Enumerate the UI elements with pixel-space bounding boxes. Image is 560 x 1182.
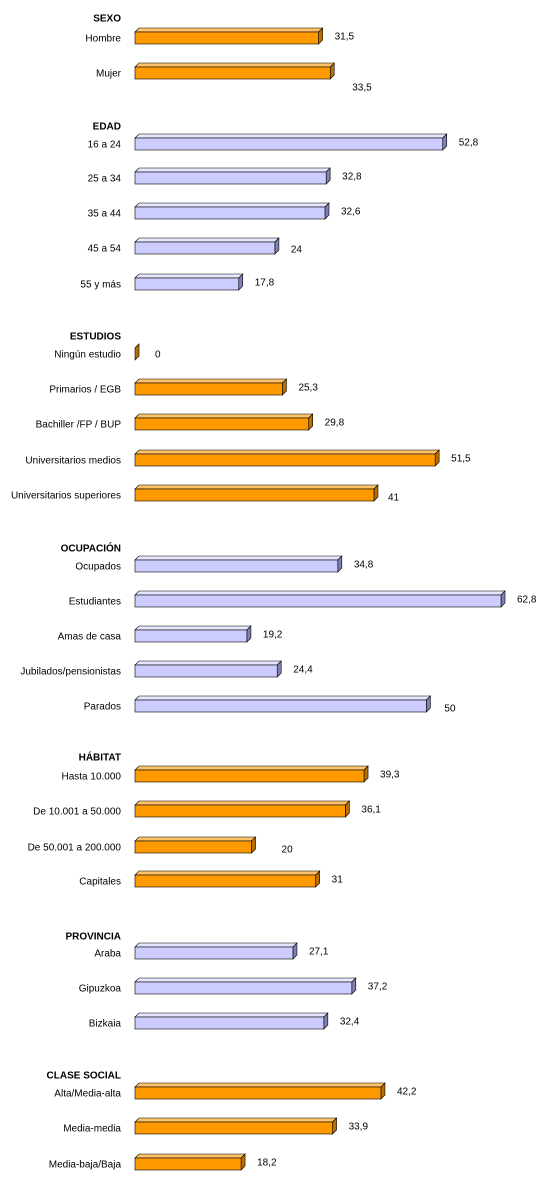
- category-label: Media-media: [63, 1124, 121, 1135]
- category-label: Universitarios superiores: [11, 491, 121, 502]
- value-label: 42,2: [397, 1087, 417, 1098]
- bar: [134, 765, 369, 783]
- category-label: Bachiller /FP / BUP: [36, 420, 122, 431]
- bar: [134, 413, 314, 431]
- category-label: Gipuzkoa: [79, 984, 122, 995]
- bar: [134, 449, 440, 467]
- bar: [134, 977, 357, 995]
- bar: [134, 836, 257, 854]
- category-label: 16 a 24: [88, 140, 122, 151]
- category-label: Ningún estudio: [54, 350, 121, 361]
- value-label: 17,8: [255, 278, 275, 289]
- value-label: 24: [291, 245, 303, 256]
- bar: [134, 167, 331, 185]
- bar: [134, 27, 324, 45]
- category-label: De 10.001 a 50.000: [33, 807, 121, 818]
- category-label: 45 a 54: [88, 244, 122, 255]
- bar: [134, 62, 335, 80]
- group-title: EDAD: [93, 122, 121, 133]
- category-label: Estudiantes: [69, 597, 121, 608]
- value-label: 34,8: [354, 560, 374, 571]
- group-title: ESTUDIOS: [70, 332, 121, 343]
- bar: [134, 870, 321, 888]
- bar: [134, 1117, 338, 1135]
- value-label: 33,5: [352, 83, 372, 94]
- bar: [134, 1082, 386, 1100]
- value-label: 52,8: [459, 138, 479, 149]
- value-label: 39,3: [380, 770, 400, 781]
- category-label: 25 a 34: [88, 174, 122, 185]
- category-label: Capitales: [79, 877, 121, 888]
- value-label: 50: [444, 704, 456, 715]
- value-label: 32,6: [341, 207, 361, 218]
- bar: [134, 590, 506, 608]
- bar: [134, 942, 298, 960]
- value-label: 24,4: [293, 665, 313, 676]
- bar: [134, 800, 351, 818]
- bar: [134, 625, 252, 643]
- category-label: Alta/Media-alta: [54, 1089, 121, 1100]
- bar: [134, 378, 288, 396]
- value-label: 25,3: [298, 383, 318, 394]
- category-label: Media-baja/Baja: [49, 1160, 122, 1171]
- value-label: 19,2: [263, 630, 283, 641]
- value-label: 0: [155, 350, 161, 361]
- category-label: Hombre: [85, 34, 121, 45]
- value-label: 31: [332, 875, 344, 886]
- bar: [134, 273, 244, 291]
- value-label: 37,2: [368, 982, 388, 993]
- value-label: 32,8: [342, 172, 362, 183]
- bar: [134, 695, 432, 713]
- value-label: 41: [388, 493, 400, 504]
- value-label: 62,8: [517, 595, 537, 606]
- category-label: Araba: [94, 949, 121, 960]
- category-label: De 50.001 a 200.000: [28, 843, 122, 854]
- group-title: CLASE SOCIAL: [47, 1071, 121, 1082]
- bar: [134, 555, 343, 573]
- category-label: Parados: [84, 702, 121, 713]
- category-label: Bizkaia: [89, 1019, 122, 1030]
- bar: [134, 343, 140, 361]
- value-label: 32,4: [340, 1017, 360, 1028]
- value-label: 51,5: [451, 454, 471, 465]
- category-label: Mujer: [96, 69, 122, 80]
- group-title: OCUPACIÓN: [61, 542, 121, 555]
- bar: [134, 484, 379, 502]
- value-label: 31,5: [335, 32, 355, 43]
- category-label: Primarios / EGB: [49, 385, 121, 396]
- group-title: PROVINCIA: [65, 932, 121, 943]
- value-label: 29,8: [325, 418, 345, 429]
- group-title: HÁBITAT: [79, 751, 121, 764]
- bar: [134, 237, 280, 255]
- category-label: 35 a 44: [88, 209, 122, 220]
- category-label: Hasta 10.000: [62, 772, 122, 783]
- category-label: Jubilados/pensionistas: [20, 667, 121, 678]
- category-label: Amas de casa: [58, 632, 122, 643]
- value-label: 18,2: [257, 1158, 277, 1169]
- value-label: 20: [282, 845, 294, 856]
- category-label: 55 y más: [80, 280, 121, 291]
- value-label: 27,1: [309, 947, 329, 958]
- value-label: 33,9: [349, 1122, 369, 1133]
- bar: [134, 1153, 246, 1171]
- bar: [134, 133, 448, 151]
- bar: [134, 1012, 329, 1030]
- category-label: Ocupados: [75, 562, 121, 573]
- category-label: Universitarios medios: [25, 456, 121, 467]
- value-label: 36,1: [361, 805, 381, 816]
- bar: [134, 660, 282, 678]
- group-title: SEXO: [93, 14, 121, 25]
- bar: [134, 202, 330, 220]
